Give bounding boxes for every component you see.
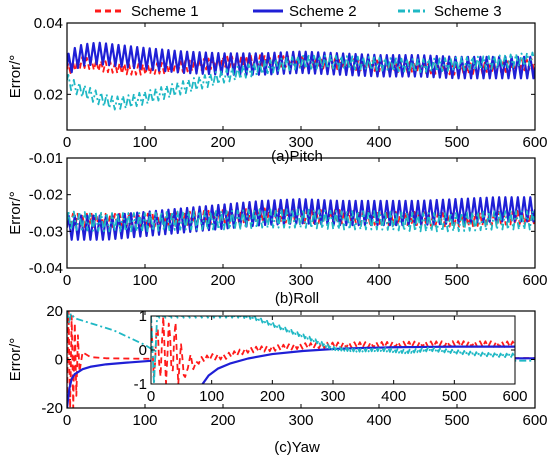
legend-entry: Scheme 2 [253,3,357,20]
subplot-caption: (b)Roll [275,290,319,307]
legend-label: Scheme 3 [434,3,502,20]
x-tick-label: 200 [210,412,235,429]
legend-entry: Scheme 1 [95,3,199,20]
subplot-2: 0 100 200 300 400 500 600 -0.04 -0.03 -0.02 -0.01 E… [7,150,548,307]
x-tick-label: 0 [63,272,71,289]
series-line-scheme-1 [67,311,535,408]
x-tick-label: 200 [260,388,285,405]
y-tick-label: 0.02 [34,86,63,103]
inset-plot: 0 100 200 300 400 500 600-101 [134,308,528,405]
legend-label: Scheme 1 [131,3,199,20]
legend-entry: Scheme 3 [398,3,502,20]
x-tick-label: 600 [522,412,547,429]
y-tick-label: 0 [55,352,63,369]
series-line-scheme-2 [201,345,515,384]
subplot-caption: (c)Yaw [274,439,320,456]
y-tick-label: -0.01 [29,150,63,167]
x-tick-label: 400 [366,272,391,289]
x-tick-label: 0 [63,134,71,151]
series-line-scheme-2 [67,196,535,241]
x-tick-label: 200 [210,134,235,151]
x-tick-label: 100 [199,388,224,405]
x-tick-label: 300 [288,134,313,151]
x-tick-label: 500 [444,134,469,151]
x-tick-label: 400 [381,388,406,405]
y-axis-label: Error/° [7,338,24,382]
x-tick-label: 600 [502,388,527,405]
series-line-scheme-3 [67,51,535,111]
panels: 0 100 200 300 400 500 6000.020.04Error/°(a)Pit… [7,15,548,456]
x-tick-label: 100 [132,134,157,151]
legend-label: Scheme 2 [289,3,357,20]
x-tick-label: 500 [444,272,469,289]
series-group [67,41,535,111]
y-tick-label: 0.04 [34,15,63,32]
x-tick-label: 400 [366,412,391,429]
x-tick-label: 300 [288,412,313,429]
x-tick-label: 300 [320,388,345,405]
y-tick-label: -0.04 [29,260,63,277]
y-tick-label: -1 [134,376,147,393]
series-group [67,196,535,241]
y-tick-label: 1 [139,308,147,325]
y-tick-label: -20 [41,400,63,417]
x-tick-label: 200 [210,272,235,289]
x-tick-label: 400 [366,134,391,151]
x-tick-label: 100 [132,412,157,429]
legend: Scheme 1 Scheme 2 Scheme 3 [95,3,502,20]
x-tick-label: 500 [444,412,469,429]
x-tick-label: 500 [442,388,467,405]
x-tick-label: 100 [132,272,157,289]
series-group [151,316,515,384]
y-tick-label: 20 [46,303,63,320]
y-tick-label: 0 [139,342,147,359]
y-axis-label: Error/° [7,55,24,99]
subplot-caption: (a)Pitch [271,148,323,165]
x-tick-label: 600 [522,134,547,151]
x-tick-label: 0 [63,412,71,429]
y-tick-label: -0.02 [29,187,63,204]
series-line-scheme-3 [151,316,515,384]
series-line-scheme-3 [67,208,535,233]
x-tick-label: 600 [522,272,547,289]
series-line-scheme-1 [151,316,515,384]
y-tick-label: -0.03 [29,223,63,240]
x-tick-label: 0 [147,388,155,405]
subplot-1: 0 100 200 300 400 500 600 0.02 0.04 Error/° (a)Pit… [7,15,548,165]
x-tick-label: 300 [288,272,313,289]
y-axis-label: Error/° [7,191,24,235]
